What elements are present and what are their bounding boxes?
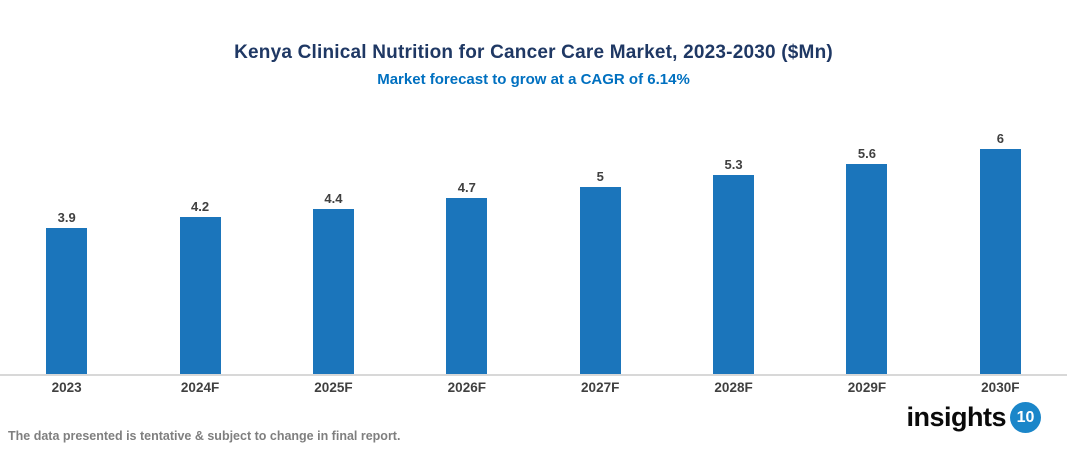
bar-column: 3.9 [0, 210, 133, 374]
bar [713, 175, 755, 374]
logo-text: insights [906, 402, 1006, 432]
x-axis-label: 2028F [714, 380, 753, 395]
bar [579, 186, 621, 374]
x-axis-labels: 2023 2024F 2025F 2026F 2027F 2028F 2029F 2030F [0, 380, 1067, 395]
insights10-logo: insights 10 [906, 402, 1041, 433]
bar-column: 5.6 [800, 146, 933, 374]
bar-column: 4.7 [400, 180, 533, 374]
bars-area: 3.9 4.2 4.4 4.7 5 5.3 5.6 6 [0, 124, 1067, 374]
bar-value-label: 5.6 [857, 146, 876, 161]
bar [979, 149, 1021, 374]
chart-header: Kenya Clinical Nutrition for Cancer Care… [0, 0, 1067, 88]
chart-subtitle: Market forecast to grow at a CAGR of 6.1… [377, 71, 690, 88]
bar-value-label: 6 [996, 131, 1004, 146]
chart-title: Kenya Clinical Nutrition for Cancer Care… [234, 42, 833, 63]
footer-disclaimer: The data presented is tentative & subjec… [8, 429, 401, 443]
bar-column: 5.3 [667, 157, 800, 374]
bar-column: 6 [934, 131, 1067, 374]
bar-value-label: 4.7 [457, 179, 476, 195]
bar-value-label: 3.9 [57, 209, 76, 225]
x-axis-label: 2024F [180, 380, 220, 395]
bar-value-label: 4.4 [324, 191, 343, 206]
bar-column: 4.4 [267, 191, 400, 374]
bar-value-label: 4.2 [191, 198, 210, 214]
x-axis-label: 2029F [847, 380, 887, 395]
bar-column: 4.2 [133, 198, 266, 374]
bar-value-label: 5.3 [724, 157, 743, 173]
x-axis-label: 2026F [447, 380, 486, 395]
bar [312, 209, 354, 374]
bar-value-label: 5 [596, 168, 604, 184]
bar-column: 5 [534, 168, 667, 374]
bar [446, 197, 488, 374]
x-axis-label: 2023 [51, 380, 82, 395]
x-axis-line [0, 374, 1067, 376]
bar [179, 216, 221, 374]
bar [46, 227, 88, 374]
logo-badge-circle: 10 [1010, 402, 1041, 433]
x-axis-label: 2030F [981, 380, 1020, 395]
x-axis-label: 2027F [581, 380, 620, 395]
bar [846, 164, 888, 374]
x-axis-label: 2025F [314, 380, 353, 395]
